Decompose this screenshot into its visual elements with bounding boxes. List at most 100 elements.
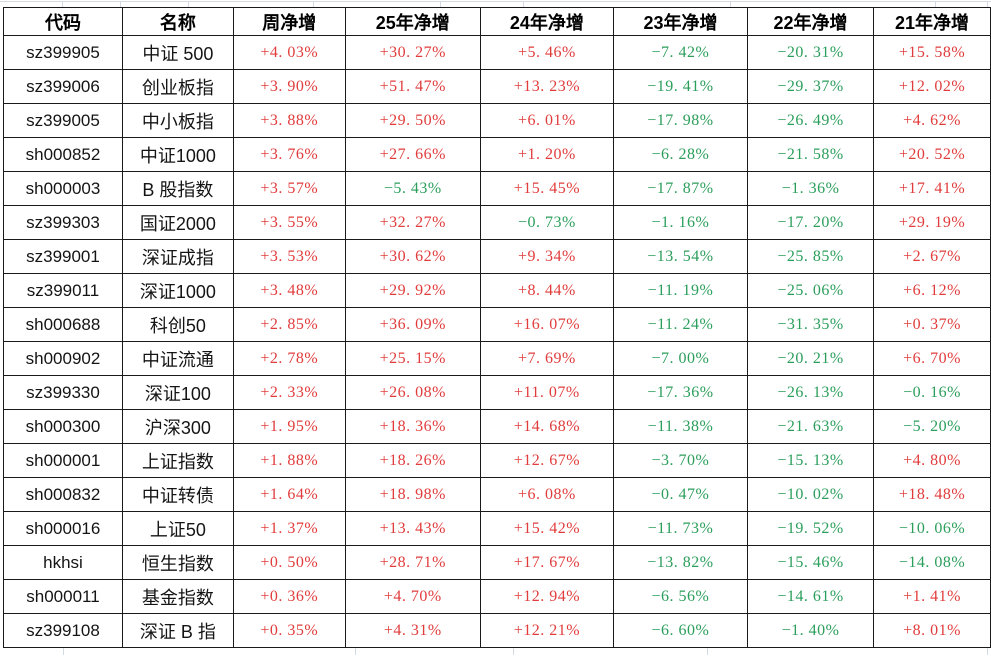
cell-value-y21[interactable]: +0. 37% (873, 307, 991, 342)
cell-code[interactable]: sz399011 (3, 273, 123, 308)
cell-value-y21[interactable]: −0. 16% (873, 375, 991, 410)
cell-value-y21[interactable]: +15. 58% (873, 35, 991, 70)
cell-value-y25[interactable]: +51. 47% (344, 69, 481, 104)
cell-value-week[interactable]: +0. 36% (232, 579, 346, 614)
cell-value-y22[interactable]: −1. 40% (746, 613, 875, 648)
cell-value-y25[interactable]: +32. 27% (344, 205, 481, 240)
cell-value-y22[interactable]: −26. 49% (746, 103, 875, 138)
cell-value-y25[interactable]: +36. 09% (344, 307, 481, 342)
cell-value-y21[interactable]: +20. 52% (873, 137, 991, 172)
cell-value-y21[interactable]: −10. 06% (873, 511, 991, 546)
cell-value-y22[interactable]: −21. 58% (746, 137, 875, 172)
column-header-y24[interactable]: 24年净增 (479, 7, 614, 36)
cell-code[interactable]: sz399005 (3, 103, 123, 138)
cell-value-y24[interactable]: +15. 42% (479, 511, 614, 546)
cell-code[interactable]: sh000001 (3, 443, 123, 478)
cell-code[interactable]: sz399006 (3, 69, 123, 104)
cell-value-y24[interactable]: +12. 21% (479, 613, 614, 648)
cell-value-y25[interactable]: +4. 31% (344, 613, 481, 648)
cell-value-y21[interactable]: +1. 41% (873, 579, 991, 614)
cell-value-y23[interactable]: −6. 56% (612, 579, 749, 614)
cell-value-y22[interactable]: −20. 31% (746, 35, 875, 70)
cell-value-y25[interactable]: +29. 92% (344, 273, 481, 308)
cell-value-y25[interactable]: +27. 66% (344, 137, 481, 172)
cell-value-y21[interactable]: +29. 19% (873, 205, 991, 240)
cell-value-y22[interactable]: −25. 85% (746, 239, 875, 274)
cell-value-y24[interactable]: +14. 68% (479, 409, 614, 444)
cell-value-week[interactable]: +1. 64% (232, 477, 346, 512)
cell-value-y21[interactable]: +4. 62% (873, 103, 991, 138)
cell-value-y23[interactable]: −11. 38% (612, 409, 749, 444)
cell-code[interactable]: sz399108 (3, 613, 123, 648)
cell-value-y21[interactable]: +6. 70% (873, 341, 991, 376)
cell-name[interactable]: 深证100 (121, 375, 234, 410)
cell-value-y22[interactable]: −15. 46% (746, 545, 875, 580)
cell-name[interactable]: 科创50 (121, 307, 234, 342)
column-header-y21[interactable]: 21年净增 (873, 7, 991, 36)
cell-value-week[interactable]: +3. 76% (232, 137, 346, 172)
cell-value-y24[interactable]: +6. 08% (479, 477, 614, 512)
cell-value-y22[interactable]: −26. 13% (746, 375, 875, 410)
cell-name[interactable]: 国证2000 (121, 205, 234, 240)
cell-value-y25[interactable]: +13. 43% (344, 511, 481, 546)
column-header-y23[interactable]: 23年净增 (612, 7, 749, 36)
cell-value-y24[interactable]: +12. 67% (479, 443, 614, 478)
cell-code[interactable]: sz399905 (3, 35, 123, 70)
cell-name[interactable]: 中小板指 (121, 103, 234, 138)
cell-value-y25[interactable]: +26. 08% (344, 375, 481, 410)
cell-name[interactable]: 深证成指 (121, 239, 234, 274)
cell-name[interactable]: 上证50 (121, 511, 234, 546)
cell-value-y24[interactable]: +6. 01% (479, 103, 614, 138)
cell-value-y22[interactable]: −1. 36% (746, 171, 875, 206)
cell-name[interactable]: 创业板指 (121, 69, 234, 104)
cell-value-y21[interactable]: +6. 12% (873, 273, 991, 308)
cell-value-y25[interactable]: +18. 36% (344, 409, 481, 444)
cell-value-y24[interactable]: +5. 46% (479, 35, 614, 70)
cell-value-y24[interactable]: +1. 20% (479, 137, 614, 172)
cell-value-y24[interactable]: −0. 73% (479, 205, 614, 240)
cell-value-week[interactable]: +3. 57% (232, 171, 346, 206)
cell-value-week[interactable]: +0. 50% (232, 545, 346, 580)
cell-value-y24[interactable]: +9. 34% (479, 239, 614, 274)
cell-value-y23[interactable]: −1. 16% (612, 205, 749, 240)
cell-code[interactable]: sh000016 (3, 511, 123, 546)
cell-value-y23[interactable]: −3. 70% (612, 443, 749, 478)
cell-value-y23[interactable]: −19. 41% (612, 69, 749, 104)
cell-value-week[interactable]: +0. 35% (232, 613, 346, 648)
cell-value-y21[interactable]: +8. 01% (873, 613, 991, 648)
cell-code[interactable]: sh000300 (3, 409, 123, 444)
column-header-y25[interactable]: 25年净增 (344, 7, 481, 36)
cell-value-y23[interactable]: −11. 73% (612, 511, 749, 546)
cell-value-y22[interactable]: −17. 20% (746, 205, 875, 240)
cell-value-y22[interactable]: −10. 02% (746, 477, 875, 512)
cell-value-y21[interactable]: +18. 48% (873, 477, 991, 512)
cell-name[interactable]: 上证指数 (121, 443, 234, 478)
cell-value-y22[interactable]: −14. 61% (746, 579, 875, 614)
cell-code[interactable]: sz399330 (3, 375, 123, 410)
cell-value-y24[interactable]: +8. 44% (479, 273, 614, 308)
cell-value-y25[interactable]: +29. 50% (344, 103, 481, 138)
cell-value-y25[interactable]: +18. 26% (344, 443, 481, 478)
cell-value-y23[interactable]: −17. 36% (612, 375, 749, 410)
cell-value-y21[interactable]: +17. 41% (873, 171, 991, 206)
column-header-y22[interactable]: 22年净增 (746, 7, 875, 36)
cell-value-week[interactable]: +3. 48% (232, 273, 346, 308)
cell-name[interactable]: 中证转债 (121, 477, 234, 512)
cell-value-week[interactable]: +4. 03% (232, 35, 346, 70)
cell-value-y22[interactable]: −31. 35% (746, 307, 875, 342)
cell-code[interactable]: hkhsi (3, 545, 123, 580)
cell-value-y24[interactable]: +11. 07% (479, 375, 614, 410)
cell-value-y22[interactable]: −15. 13% (746, 443, 875, 478)
cell-code[interactable]: sh000011 (3, 579, 123, 614)
cell-value-y21[interactable]: +4. 80% (873, 443, 991, 478)
cell-code[interactable]: sh000902 (3, 341, 123, 376)
cell-value-y22[interactable]: −19. 52% (746, 511, 875, 546)
cell-name[interactable]: 恒生指数 (121, 545, 234, 580)
cell-value-week[interactable]: +3. 88% (232, 103, 346, 138)
cell-value-week[interactable]: +3. 55% (232, 205, 346, 240)
cell-value-y24[interactable]: +15. 45% (479, 171, 614, 206)
cell-code[interactable]: sz399303 (3, 205, 123, 240)
column-header-code[interactable]: 代码 (3, 7, 123, 36)
cell-value-week[interactable]: +2. 85% (232, 307, 346, 342)
cell-name[interactable]: 中证 500 (121, 35, 234, 70)
